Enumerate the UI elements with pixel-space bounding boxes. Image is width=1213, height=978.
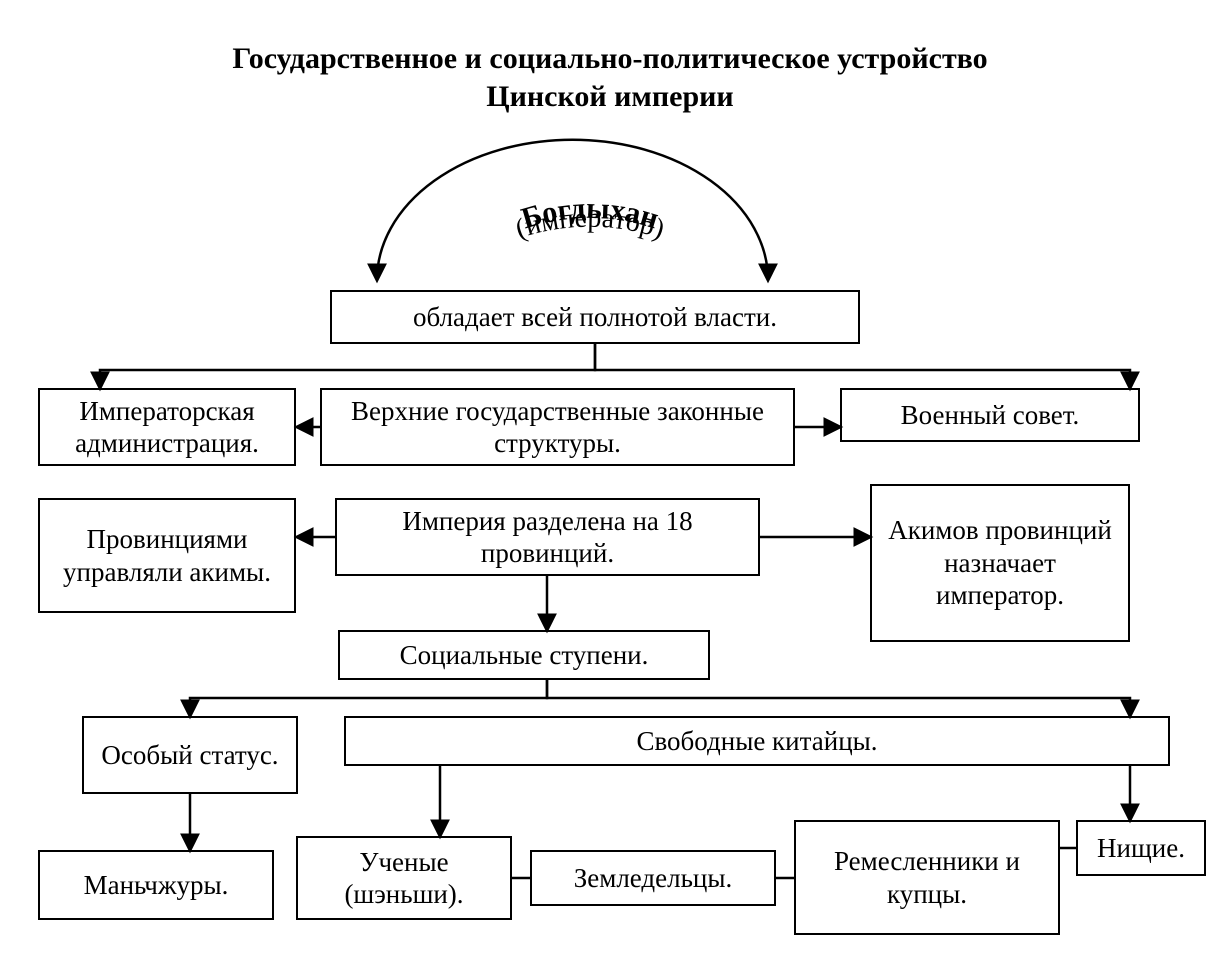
node-admin-label: Императорская администрация.: [48, 395, 286, 460]
node-free-chinese: Свободные китайцы.: [344, 716, 1170, 766]
node-special-label: Особый статус.: [101, 739, 278, 771]
svg-text:(император): (император): [512, 203, 668, 245]
diagram-canvas: Государственное и социально-политическое…: [0, 0, 1213, 978]
node-freecn-label: Свободные китайцы.: [636, 725, 877, 757]
node-upper-structures: Верхние государственные законные структу…: [320, 388, 795, 466]
node-farmers-label: Земледельцы.: [574, 862, 733, 894]
diagram-title: Государственное и социально-политическое…: [150, 40, 1070, 115]
node-appoints-label: Акимов провинций назначает император.: [880, 514, 1120, 611]
node-special-status: Особый статус.: [82, 716, 298, 794]
node-social-label: Социальные ступени.: [400, 639, 649, 671]
node-military-council: Военный совет.: [840, 388, 1140, 442]
node-power: обладает всей полнотой власти.: [330, 290, 860, 344]
node-scholars-label: Ученые (шэньши).: [306, 846, 502, 911]
node-military-label: Военный совет.: [901, 399, 1080, 431]
node-manchus: Маньчжуры.: [38, 850, 274, 920]
node-imperial-admin: Императорская администрация.: [38, 388, 296, 466]
node-emperor-appoints: Акимов провинций назначает император.: [870, 484, 1130, 642]
node-beggars-label: Нищие.: [1097, 832, 1185, 864]
title-line-1: Государственное и социально-политическое…: [232, 42, 987, 75]
emperor-label: Богдыхан (император): [440, 188, 740, 283]
title-line-2: Цинской империи: [486, 80, 733, 113]
node-artisans-label: Ремесленники и купцы.: [804, 845, 1050, 910]
node-18-provinces: Империя разделена на 18 провинций.: [335, 498, 760, 576]
node-provinces-label: Империя разделена на 18 провинций.: [345, 505, 750, 570]
node-akims-label: Провинциями управляли акимы.: [48, 523, 286, 588]
node-social-levels: Социальные ступени.: [338, 630, 710, 680]
node-farmers: Земледельцы.: [530, 850, 776, 906]
node-akims-govern: Провинциями управляли акимы.: [38, 498, 296, 613]
node-manchus-label: Маньчжуры.: [84, 869, 229, 901]
node-scholars: Ученые (шэньши).: [296, 836, 512, 920]
node-power-label: обладает всей полнотой власти.: [413, 301, 777, 333]
node-upper-label: Верхние государственные законные структу…: [330, 395, 785, 460]
node-artisans-merchants: Ремесленники и купцы.: [794, 820, 1060, 935]
node-beggars: Нищие.: [1076, 820, 1206, 876]
